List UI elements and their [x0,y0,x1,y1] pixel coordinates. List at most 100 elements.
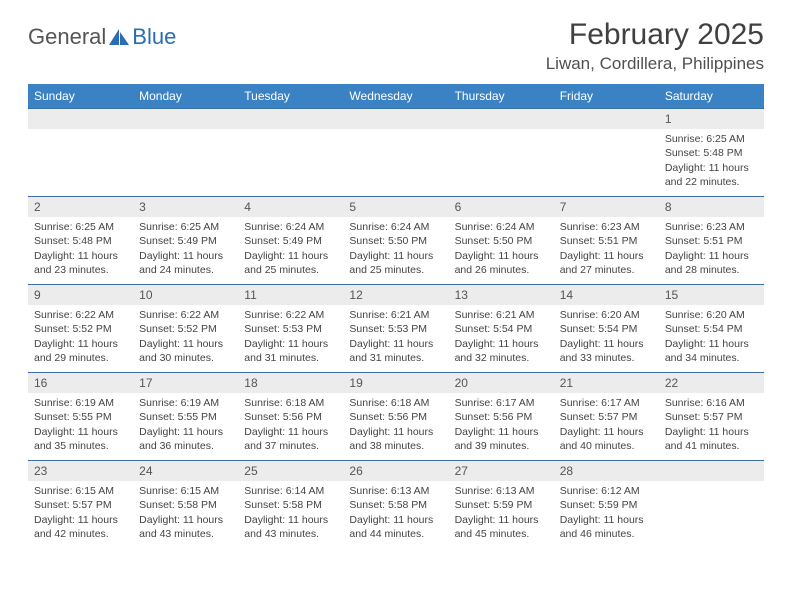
day-number: 6 [449,197,554,217]
daylight-text: Daylight: 11 hours and 44 minutes. [349,513,442,541]
calendar-day-cell: 24Sunrise: 6:15 AMSunset: 5:58 PMDayligh… [133,461,238,549]
calendar-day-cell: 26Sunrise: 6:13 AMSunset: 5:58 PMDayligh… [343,461,448,549]
sunrise-text: Sunrise: 6:17 AM [560,396,653,410]
sunset-text: Sunset: 5:50 PM [349,234,442,248]
calendar-day-cell: 23Sunrise: 6:15 AMSunset: 5:57 PMDayligh… [28,461,133,549]
calendar-day-cell: 15Sunrise: 6:20 AMSunset: 5:54 PMDayligh… [659,285,764,373]
calendar-week-row: 1Sunrise: 6:25 AMSunset: 5:48 PMDaylight… [28,109,764,197]
location-subtitle: Liwan, Cordillera, Philippines [546,54,764,74]
sunrise-text: Sunrise: 6:18 AM [349,396,442,410]
calendar-day-cell: 18Sunrise: 6:18 AMSunset: 5:56 PMDayligh… [238,373,343,461]
calendar-week-row: 23Sunrise: 6:15 AMSunset: 5:57 PMDayligh… [28,461,764,549]
day-body: Sunrise: 6:24 AMSunset: 5:50 PMDaylight:… [449,217,554,281]
daylight-text: Daylight: 11 hours and 28 minutes. [665,249,758,277]
sunrise-text: Sunrise: 6:20 AM [560,308,653,322]
sunset-text: Sunset: 5:49 PM [244,234,337,248]
sunrise-text: Sunrise: 6:17 AM [455,396,548,410]
day-body: Sunrise: 6:23 AMSunset: 5:51 PMDaylight:… [554,217,659,281]
calendar-day-cell: 6Sunrise: 6:24 AMSunset: 5:50 PMDaylight… [449,197,554,285]
sunset-text: Sunset: 5:54 PM [665,322,758,336]
day-number: 26 [343,461,448,481]
day-body [238,129,343,136]
calendar-day-cell: 9Sunrise: 6:22 AMSunset: 5:52 PMDaylight… [28,285,133,373]
sunset-text: Sunset: 5:58 PM [139,498,232,512]
weekday-header: Saturday [659,84,764,109]
daylight-text: Daylight: 11 hours and 39 minutes. [455,425,548,453]
sunrise-text: Sunrise: 6:15 AM [139,484,232,498]
calendar-day-cell [238,109,343,197]
day-number: 11 [238,285,343,305]
sunset-text: Sunset: 5:56 PM [244,410,337,424]
day-number: 28 [554,461,659,481]
sunrise-text: Sunrise: 6:21 AM [455,308,548,322]
calendar-day-cell: 22Sunrise: 6:16 AMSunset: 5:57 PMDayligh… [659,373,764,461]
sunset-text: Sunset: 5:54 PM [455,322,548,336]
sunset-text: Sunset: 5:52 PM [139,322,232,336]
day-body: Sunrise: 6:25 AMSunset: 5:48 PMDaylight:… [659,129,764,193]
day-number: 13 [449,285,554,305]
day-body: Sunrise: 6:15 AMSunset: 5:58 PMDaylight:… [133,481,238,545]
day-body: Sunrise: 6:21 AMSunset: 5:54 PMDaylight:… [449,305,554,369]
sunset-text: Sunset: 5:57 PM [34,498,127,512]
daylight-text: Daylight: 11 hours and 32 minutes. [455,337,548,365]
calendar-day-cell: 16Sunrise: 6:19 AMSunset: 5:55 PMDayligh… [28,373,133,461]
day-body: Sunrise: 6:17 AMSunset: 5:56 PMDaylight:… [449,393,554,457]
sunrise-text: Sunrise: 6:23 AM [560,220,653,234]
weekday-header: Thursday [449,84,554,109]
sunrise-text: Sunrise: 6:18 AM [244,396,337,410]
sunset-text: Sunset: 5:58 PM [349,498,442,512]
daylight-text: Daylight: 11 hours and 34 minutes. [665,337,758,365]
day-number: 7 [554,197,659,217]
calendar-day-cell: 17Sunrise: 6:19 AMSunset: 5:55 PMDayligh… [133,373,238,461]
calendar-week-row: 2Sunrise: 6:25 AMSunset: 5:48 PMDaylight… [28,197,764,285]
sunset-text: Sunset: 5:59 PM [455,498,548,512]
daylight-text: Daylight: 11 hours and 30 minutes. [139,337,232,365]
calendar-week-row: 16Sunrise: 6:19 AMSunset: 5:55 PMDayligh… [28,373,764,461]
sunset-text: Sunset: 5:59 PM [560,498,653,512]
sunrise-text: Sunrise: 6:24 AM [349,220,442,234]
calendar-day-cell: 19Sunrise: 6:18 AMSunset: 5:56 PMDayligh… [343,373,448,461]
calendar-day-cell: 4Sunrise: 6:24 AMSunset: 5:49 PMDaylight… [238,197,343,285]
daylight-text: Daylight: 11 hours and 42 minutes. [34,513,127,541]
calendar-day-cell [133,109,238,197]
day-number: 24 [133,461,238,481]
sunrise-text: Sunrise: 6:14 AM [244,484,337,498]
sunrise-text: Sunrise: 6:24 AM [244,220,337,234]
day-body: Sunrise: 6:22 AMSunset: 5:52 PMDaylight:… [133,305,238,369]
daylight-text: Daylight: 11 hours and 31 minutes. [349,337,442,365]
day-number: 3 [133,197,238,217]
day-number: 10 [133,285,238,305]
sunset-text: Sunset: 5:57 PM [665,410,758,424]
day-number: 9 [28,285,133,305]
daylight-text: Daylight: 11 hours and 38 minutes. [349,425,442,453]
day-body: Sunrise: 6:18 AMSunset: 5:56 PMDaylight:… [343,393,448,457]
weekday-header: Friday [554,84,659,109]
day-number: 5 [343,197,448,217]
calendar-day-cell: 3Sunrise: 6:25 AMSunset: 5:49 PMDaylight… [133,197,238,285]
day-body: Sunrise: 6:22 AMSunset: 5:52 PMDaylight:… [28,305,133,369]
title-block: February 2025 Liwan, Cordillera, Philipp… [546,18,764,74]
day-number [554,109,659,129]
daylight-text: Daylight: 11 hours and 43 minutes. [244,513,337,541]
daylight-text: Daylight: 11 hours and 25 minutes. [349,249,442,277]
sunrise-text: Sunrise: 6:22 AM [34,308,127,322]
day-number: 1 [659,109,764,129]
calendar-day-cell: 20Sunrise: 6:17 AMSunset: 5:56 PMDayligh… [449,373,554,461]
logo-sail-icon [108,28,130,46]
daylight-text: Daylight: 11 hours and 46 minutes. [560,513,653,541]
day-body: Sunrise: 6:20 AMSunset: 5:54 PMDaylight:… [659,305,764,369]
daylight-text: Daylight: 11 hours and 24 minutes. [139,249,232,277]
day-number: 8 [659,197,764,217]
daylight-text: Daylight: 11 hours and 37 minutes. [244,425,337,453]
logo-text-blue: Blue [132,24,176,50]
day-body [449,129,554,136]
day-number: 23 [28,461,133,481]
day-body: Sunrise: 6:13 AMSunset: 5:58 PMDaylight:… [343,481,448,545]
day-body: Sunrise: 6:13 AMSunset: 5:59 PMDaylight:… [449,481,554,545]
weekday-header: Sunday [28,84,133,109]
day-number: 15 [659,285,764,305]
calendar-week-row: 9Sunrise: 6:22 AMSunset: 5:52 PMDaylight… [28,285,764,373]
day-body [659,481,764,488]
day-number [133,109,238,129]
daylight-text: Daylight: 11 hours and 29 minutes. [34,337,127,365]
